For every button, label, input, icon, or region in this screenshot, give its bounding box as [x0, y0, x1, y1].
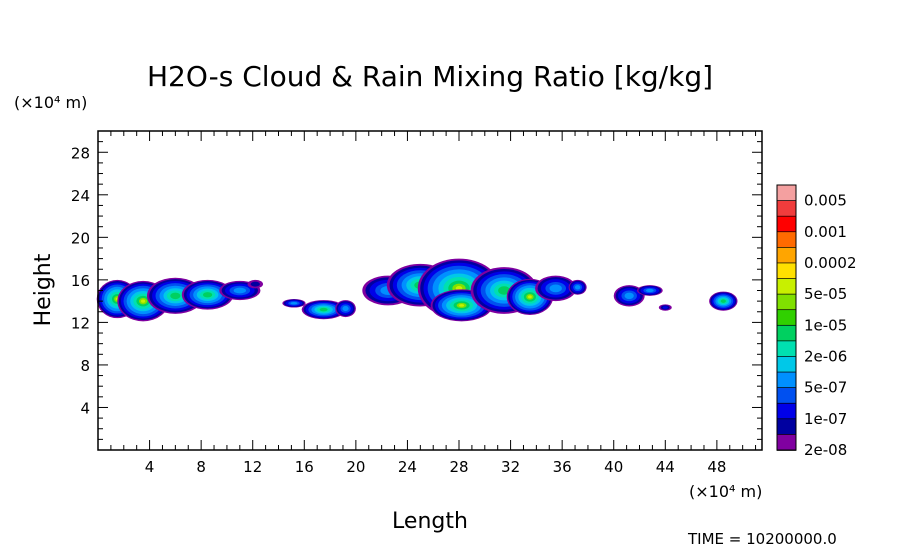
cloud-region-4 — [636, 285, 663, 296]
cloud-cell — [233, 287, 247, 294]
cloud-region-2 — [282, 299, 306, 308]
x-axis-label: Length — [392, 509, 468, 534]
cloud-cell — [549, 284, 562, 293]
colorbar-swatch — [776, 278, 797, 295]
colorbar-label: 5e-05 — [804, 285, 847, 303]
colorbar-swatch — [776, 262, 797, 280]
cloud-cell — [141, 299, 146, 303]
colorbar-swatch — [776, 356, 797, 373]
colorbar-swatch — [776, 231, 797, 249]
cloud-cell — [645, 288, 654, 293]
x-tick-label: 48 — [707, 458, 726, 476]
y-tick-label: 24 — [71, 187, 90, 205]
cloud-cell — [290, 301, 298, 305]
cloud-cell — [459, 304, 465, 307]
x-tick-label: 20 — [346, 458, 365, 476]
x-tick-label: 24 — [398, 458, 417, 476]
cloud-cell — [170, 292, 181, 300]
colorbar-label: 2e-06 — [804, 347, 847, 365]
colorbar-swatch — [776, 247, 797, 264]
cloud-cell — [250, 281, 260, 287]
colorbar-label: 0.001 — [804, 223, 847, 241]
y-tick-label: 20 — [71, 229, 90, 247]
y-tick-label: 4 — [80, 399, 90, 417]
colorbar-swatch — [776, 387, 797, 405]
colorbar-swatch — [776, 293, 797, 311]
y-tick-label: 12 — [71, 314, 90, 332]
colorbar-swatch — [776, 418, 797, 436]
colorbar-frame — [776, 184, 797, 451]
x-unit-label: (×10⁴ m) — [689, 482, 762, 501]
chart-title: H2O-s Cloud & Rain Mixing Ratio [kg/kg] — [147, 60, 713, 93]
x-tick-label: 36 — [553, 458, 572, 476]
colorbar-swatch — [776, 371, 797, 389]
cloud-region-4 — [658, 304, 672, 311]
colorbar-swatch — [776, 324, 797, 342]
cloud-region-1 — [247, 279, 264, 289]
colorbar-swatch — [776, 309, 797, 327]
colorbar-swatch — [776, 340, 797, 358]
y-unit-label: (×10⁴ m) — [14, 93, 87, 112]
cloud-region-5 — [709, 291, 738, 311]
cloud-cell — [574, 285, 581, 290]
cloud-cell — [342, 306, 349, 312]
colorbar-swatch — [776, 215, 797, 233]
plot-area — [96, 258, 738, 322]
colorbar-label: 5e-07 — [804, 379, 847, 397]
colorbar-swatch — [776, 402, 797, 420]
cloud-cell — [202, 292, 213, 298]
colorbar-label: 1e-07 — [804, 410, 847, 428]
colorbar-swatch — [776, 434, 797, 451]
x-tick-label: 40 — [604, 458, 623, 476]
colorbar-swatch — [776, 200, 797, 218]
x-tick-label: 4 — [145, 458, 155, 476]
cloud-region-3 — [535, 275, 577, 302]
cloud-cell — [319, 307, 328, 312]
x-tick-label: 28 — [449, 458, 468, 476]
cloud-region-2 — [301, 300, 346, 320]
cloud-cell — [624, 292, 634, 300]
cloud-cell — [662, 306, 668, 309]
x-tick-label: 16 — [295, 458, 314, 476]
cloud-region-2 — [335, 300, 356, 318]
colorbar: 0.005 0.001 0.0002 5e-05 1e-05 2e-06 5e-07 1e-0… — [776, 184, 857, 459]
colorbar-label: 1e-05 — [804, 316, 847, 334]
x-tick-label: 32 — [501, 458, 520, 476]
y-tick-label: 28 — [71, 144, 90, 162]
cloud-cell — [498, 286, 511, 295]
colorbar-swatch — [776, 184, 797, 202]
x-tick-label: 44 — [656, 458, 675, 476]
cloud-cell — [528, 295, 532, 299]
y-tick-label: 16 — [71, 272, 90, 290]
cloud-region-3 — [568, 279, 587, 295]
colorbar-label: 0.005 — [804, 192, 847, 210]
colorbar-label: 0.0002 — [804, 254, 857, 272]
time-label: TIME = 10200000.0 — [687, 530, 837, 544]
y-tick-label: 8 — [80, 357, 90, 375]
cloud-region-1 — [219, 280, 261, 301]
x-tick-label: 8 — [196, 458, 206, 476]
x-tick-label: 12 — [243, 458, 262, 476]
colorbar-label: 2e-08 — [804, 441, 847, 459]
cloud-cell — [720, 299, 726, 303]
y-axis-label: Height — [31, 253, 56, 326]
